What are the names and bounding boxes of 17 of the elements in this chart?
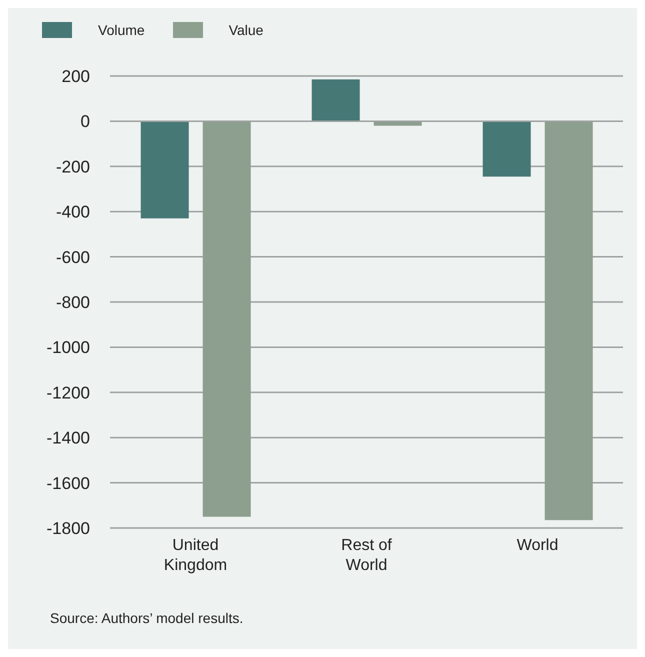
y-tick-label: 200: [62, 67, 90, 86]
y-tick-label: -600: [56, 248, 90, 267]
y-tick-label: -800: [56, 293, 90, 312]
y-tick-label: -1400: [46, 428, 90, 448]
y-tick-label: -400: [56, 202, 90, 222]
source-note: Source: Authors’ model results.: [50, 610, 244, 626]
y-tick-label: -1600: [46, 474, 90, 493]
y-tick-label: -1000: [46, 338, 90, 358]
legend-label: Volume: [98, 22, 145, 38]
x-tick-label: Rest of World: [341, 537, 392, 574]
y-tick-label: -200: [56, 157, 90, 176]
y-tick-label: 0: [80, 112, 90, 132]
legend-label: Value: [228, 22, 264, 38]
x-tick-label: World: [516, 537, 558, 554]
y-tick-label: -1200: [46, 383, 90, 402]
y-tick-label: -1800: [46, 519, 90, 538]
x-tick-label: United Kingdom: [164, 537, 228, 574]
